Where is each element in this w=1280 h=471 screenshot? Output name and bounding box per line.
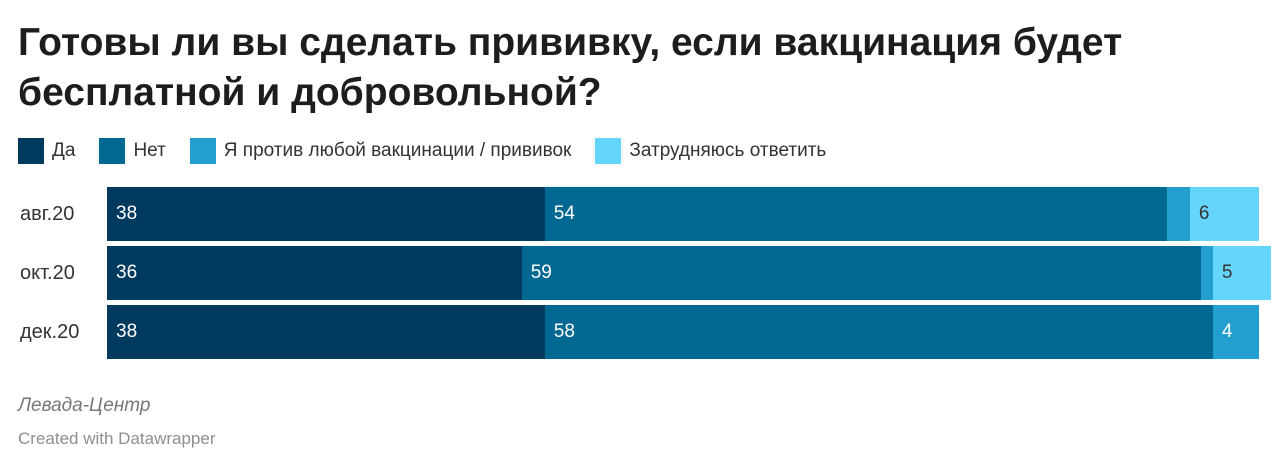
bar-segment	[1166, 187, 1190, 241]
category-label: дек.20	[20, 321, 80, 343]
bar-row: 36 59 5	[107, 246, 1271, 300]
chart-legend: Да Нет Я против любой вакцинации / приви…	[18, 138, 850, 164]
data-label: 59	[530, 262, 552, 283]
data-label: 36	[116, 262, 138, 283]
legend-swatch-yes	[18, 138, 44, 164]
chart-title: Готовы ли вы сделать прививку, если вакц…	[18, 21, 1123, 114]
data-label: 58	[553, 321, 575, 342]
legend-item-against: Я против любой вакцинации / прививок	[189, 138, 572, 164]
source-note: Левада-Центр	[18, 395, 151, 416]
data-label: 4	[1221, 321, 1233, 342]
legend-item-no: Нет	[99, 138, 166, 164]
category-label: авг.20	[20, 203, 75, 225]
data-label: 6	[1198, 203, 1210, 224]
bar-segment: 38	[107, 305, 545, 359]
legend-label-against: Я против любой вакцинации / прививок	[223, 140, 572, 161]
bar-row: 38 54 6	[107, 187, 1259, 241]
bar-row: 38 58 4	[107, 305, 1259, 359]
legend-label-no: Нет	[133, 140, 166, 161]
credit-note: Created with Datawrapper	[18, 429, 216, 448]
bar-segment: 36	[107, 246, 522, 300]
bar-segment: 4	[1212, 305, 1259, 359]
category-label: окт.20	[20, 262, 75, 284]
bar-segment: 58	[544, 305, 1213, 359]
data-label: 38	[116, 203, 138, 224]
bar-segment	[1201, 246, 1213, 300]
legend-swatch-against	[189, 138, 216, 164]
legend-label-undecided: Затрудняюсь ответить	[629, 140, 827, 161]
legend-item-yes: Да	[18, 138, 75, 164]
data-label: 38	[116, 321, 138, 342]
data-label: 5	[1221, 262, 1233, 283]
data-label: 54	[553, 203, 575, 224]
legend-label-yes: Да	[52, 140, 76, 161]
bar-segment: 5	[1212, 246, 1271, 300]
legend-swatch-no	[99, 138, 126, 164]
bar-segment: 54	[544, 187, 1167, 241]
bar-segment: 6	[1189, 187, 1259, 241]
legend-item-undecided: Затрудняюсь ответить	[595, 138, 826, 164]
bar-segment: 59	[521, 246, 1202, 300]
bar-segment: 38	[107, 187, 545, 241]
legend-swatch-undecided	[595, 138, 622, 164]
